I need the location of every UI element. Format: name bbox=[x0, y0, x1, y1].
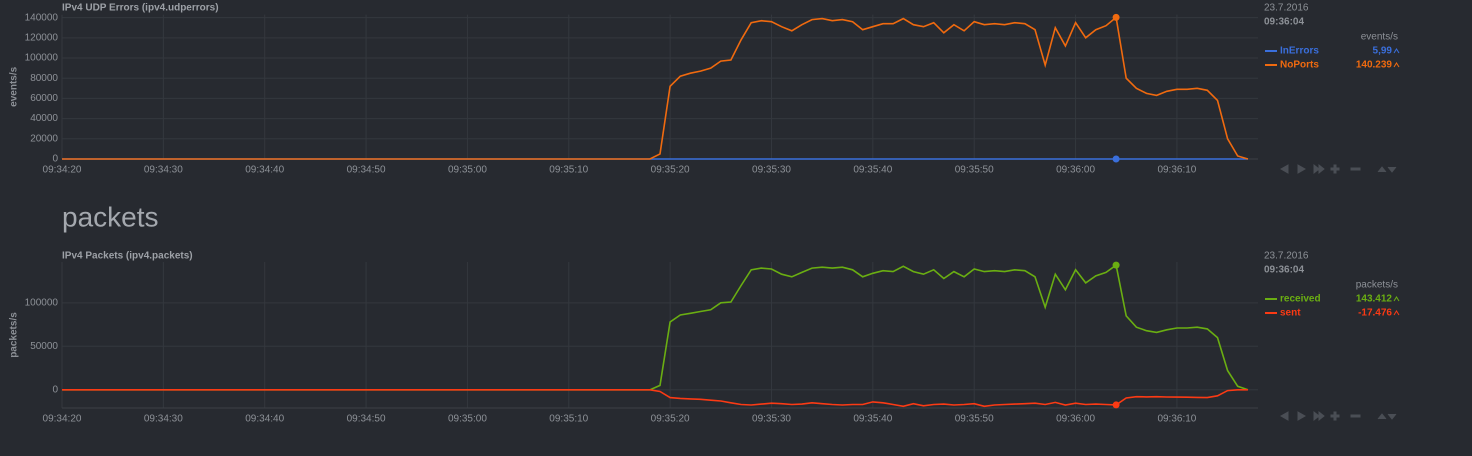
chart-controls[interactable] bbox=[1279, 410, 1397, 422]
chart-title: IPv4 Packets (ipv4.packets) bbox=[62, 251, 193, 262]
x-tick-label: 09:35:30 bbox=[752, 165, 791, 176]
x-tick-label: 09:35:30 bbox=[752, 414, 791, 425]
chart-controls[interactable] bbox=[1279, 163, 1397, 175]
legend-arrow bbox=[1393, 296, 1400, 302]
x-tick-label: 09:35:20 bbox=[651, 414, 690, 425]
legend-arrow bbox=[1393, 62, 1400, 68]
x-tick-label: 09:35:00 bbox=[448, 165, 487, 176]
section-heading: packets bbox=[62, 201, 159, 232]
y-tick-label: 40000 bbox=[30, 113, 58, 124]
y-tick-label: 140000 bbox=[25, 12, 59, 23]
x-tick-label: 09:34:20 bbox=[43, 165, 82, 176]
y-tick-label: 20000 bbox=[30, 133, 58, 144]
x-tick-label: 09:36:10 bbox=[1157, 165, 1196, 176]
x-tick-label: 09:35:10 bbox=[549, 165, 588, 176]
x-tick-label: 09:36:00 bbox=[1056, 414, 1095, 425]
legend-name: NoPorts bbox=[1280, 60, 1319, 71]
legend-arrow bbox=[1393, 310, 1400, 316]
y-tick-label: 50000 bbox=[30, 341, 58, 352]
y-tick-label: 100000 bbox=[25, 297, 59, 308]
series-line bbox=[62, 389, 1248, 408]
current-marker bbox=[1112, 261, 1120, 269]
x-tick-label: 09:35:50 bbox=[955, 165, 994, 176]
x-tick-label: 09:36:00 bbox=[1056, 165, 1095, 176]
x-tick-label: 09:35:00 bbox=[448, 414, 487, 425]
current-marker bbox=[1112, 155, 1120, 163]
legend-name: sent bbox=[1280, 308, 1301, 319]
legend-value: 5,99 bbox=[1373, 46, 1393, 57]
legend-value: 143.412 bbox=[1356, 294, 1393, 305]
y-tick-label: 0 bbox=[52, 154, 58, 165]
x-tick-label: 09:34:50 bbox=[347, 414, 386, 425]
x-tick-label: 09:34:40 bbox=[245, 165, 284, 176]
x-tick-label: 09:35:10 bbox=[549, 414, 588, 425]
units: packets/s bbox=[1356, 280, 1398, 291]
x-tick-label: 09:34:30 bbox=[144, 165, 183, 176]
y-tick-label: 120000 bbox=[25, 32, 59, 43]
x-tick-label: 09:35:50 bbox=[955, 414, 994, 425]
x-tick-label: 09:34:30 bbox=[144, 414, 183, 425]
series-line bbox=[62, 15, 1249, 160]
x-tick-label: 09:35:40 bbox=[853, 165, 892, 176]
series-line bbox=[62, 263, 1249, 391]
time: 09:36:04 bbox=[1264, 265, 1304, 276]
chart-title: IPv4 UDP Errors (ipv4.udperrors) bbox=[62, 3, 219, 14]
legend-name: InErrors bbox=[1280, 46, 1319, 57]
time: 09:36:04 bbox=[1264, 17, 1304, 28]
y-tick-label: 100000 bbox=[25, 53, 59, 64]
y-tick-label: 0 bbox=[52, 384, 58, 395]
date: 23.7.2016 bbox=[1264, 251, 1309, 262]
legend-arrow bbox=[1393, 48, 1400, 54]
x-tick-label: 09:36:10 bbox=[1157, 414, 1196, 425]
y-tick-label: 60000 bbox=[30, 93, 58, 104]
y-axis-label: packets/s bbox=[9, 312, 20, 358]
x-tick-label: 09:34:40 bbox=[245, 414, 284, 425]
legend-value: -17.476 bbox=[1358, 308, 1392, 319]
units: events/s bbox=[1361, 32, 1398, 43]
y-tick-label: 80000 bbox=[30, 73, 58, 84]
current-marker bbox=[1112, 13, 1120, 21]
controls[interactable] bbox=[1279, 163, 1397, 422]
legend-value: 140.239 bbox=[1356, 60, 1393, 71]
x-tick-label: 09:35:40 bbox=[853, 414, 892, 425]
current-marker bbox=[1112, 401, 1120, 409]
x-tick-label: 09:34:50 bbox=[347, 165, 386, 176]
date: 23.7.2016 bbox=[1264, 3, 1309, 14]
legend-name: received bbox=[1280, 294, 1321, 305]
y-axis-label: events/s bbox=[9, 66, 20, 106]
x-tick-label: 09:35:20 bbox=[651, 165, 690, 176]
x-tick-label: 09:34:20 bbox=[43, 414, 82, 425]
